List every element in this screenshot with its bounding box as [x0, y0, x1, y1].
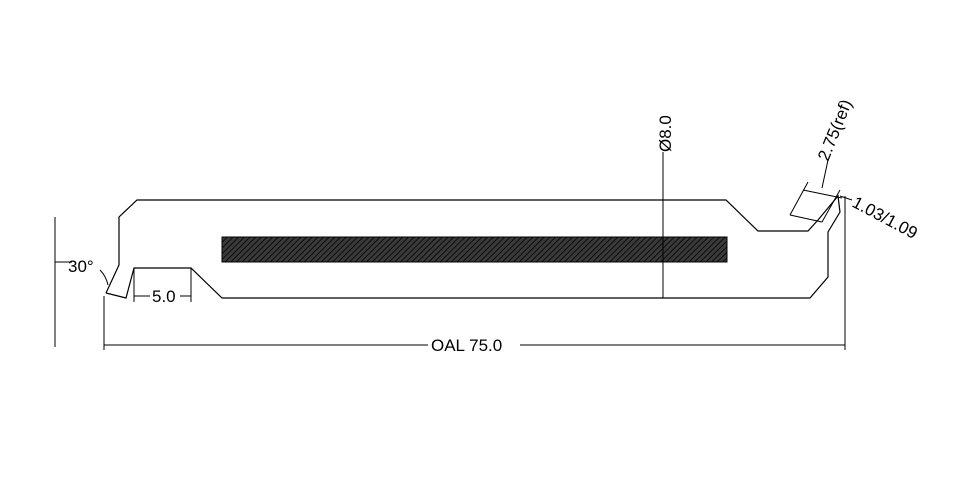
ref-length-label: 2.75(ref) [814, 97, 856, 164]
ref-ext-2 [821, 189, 841, 223]
ref-dim-line [802, 189, 843, 199]
tolerance-leader [839, 195, 853, 201]
diameter-label: Ø8.0 [656, 115, 675, 152]
groove-width-label: 5.0 [152, 287, 176, 306]
oal-label: OAL 75.0 [431, 336, 502, 355]
tolerance-label: 1.03/1.09 [849, 193, 921, 243]
angle-arc [99, 269, 109, 286]
groove-label-bg [150, 285, 180, 305]
oal-label-bg [428, 334, 520, 356]
ref-ext-1 [789, 181, 809, 216]
ref-leader [821, 159, 829, 189]
part-outline [105, 194, 841, 299]
ref-box-bottom [789, 214, 823, 223]
hatched-bar [221, 236, 728, 263]
angle-label: 30° [68, 257, 94, 276]
